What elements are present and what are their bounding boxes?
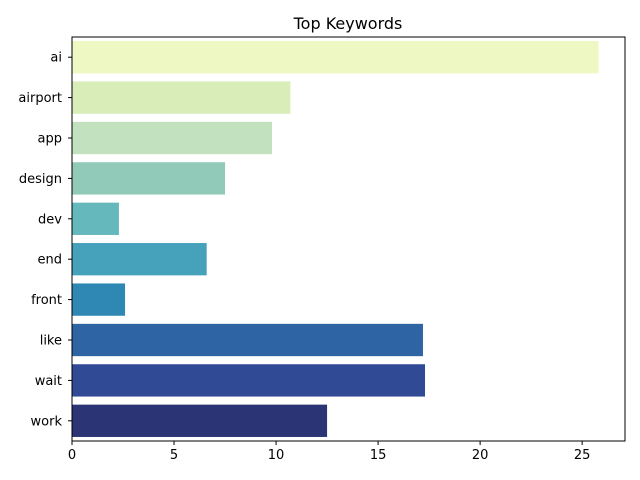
bar-design [72, 162, 226, 195]
y-axis-ticks: ai airport app design dev end front like wait wor… [18, 51, 72, 429]
x-axis-ticks: 0 5 10 15 20 25 [68, 441, 591, 463]
x-tick-label: 20 [472, 448, 489, 463]
bar-wait [72, 364, 426, 397]
y-tick-label: end [38, 253, 63, 268]
bar-end [72, 243, 207, 276]
y-tick-label: airport [18, 91, 62, 106]
y-tick-label: app [38, 132, 62, 147]
x-tick-label: 10 [268, 448, 285, 463]
plot-frame [71, 36, 626, 442]
y-tick-label: like [40, 334, 62, 349]
y-tick-label: work [31, 414, 63, 429]
chart-title: Top Keywords [293, 14, 403, 33]
bar-work [72, 404, 328, 437]
x-tick-label: 0 [68, 448, 76, 463]
y-tick-label: design [19, 172, 62, 187]
bar-dev [72, 202, 119, 235]
y-tick-label: wait [35, 374, 62, 389]
y-tick-label: dev [38, 212, 62, 227]
x-tick-label: 5 [170, 448, 178, 463]
y-tick-label: front [31, 293, 62, 308]
x-tick-label: 25 [574, 448, 591, 463]
y-tick-label: ai [50, 51, 62, 66]
bar-front [72, 283, 126, 316]
x-tick-label: 15 [370, 448, 387, 463]
bars-group [72, 41, 599, 437]
bar-app [72, 121, 272, 155]
bar-ai [72, 41, 599, 74]
bar-airport [72, 81, 291, 114]
bar-like [72, 323, 423, 357]
